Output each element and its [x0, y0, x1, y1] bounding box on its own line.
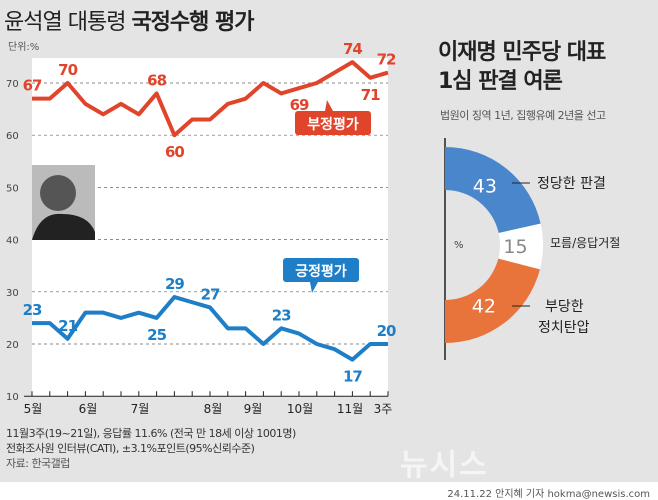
data-label: 74	[343, 40, 362, 58]
note-line: 11월3주(19~21일), 응답률 11.6% (전국 만 18세 이상 10…	[6, 426, 296, 441]
data-label: 23	[272, 306, 291, 324]
data-label: 21	[58, 317, 77, 335]
x-tick-label: 3주	[374, 402, 393, 416]
y-tick-label: 50	[6, 183, 19, 194]
data-label: 60	[165, 143, 184, 161]
y-tick-label: 70	[6, 79, 19, 90]
data-label: 71	[361, 86, 380, 104]
survey-notes: 11월3주(19~21일), 응답률 11.6% (전국 만 18세 이상 10…	[6, 426, 296, 471]
data-label: 17	[343, 368, 362, 386]
y-tick-label: 30	[6, 288, 19, 299]
x-tick-label: 5월	[24, 402, 43, 416]
y-tick-label: 20	[6, 340, 19, 351]
credit: 24.11.22 안지혜 기자 hokma@newsis.com	[447, 485, 650, 500]
donut-unit: %	[454, 240, 464, 251]
x-tick-label: 9월	[244, 402, 263, 416]
negative-callout-label: 부정평가	[307, 116, 359, 133]
x-tick-label: 10월	[287, 402, 313, 416]
x-tick-label: 6월	[79, 402, 98, 416]
x-tick-label: 7월	[131, 402, 150, 416]
data-label: 70	[58, 61, 77, 79]
data-label: 23	[23, 301, 42, 319]
president-photo-head	[40, 175, 76, 211]
y-tick-label: 10	[6, 392, 19, 403]
slice-value: 43	[473, 175, 497, 197]
source: 자료: 한국갤럽	[6, 456, 296, 471]
y-tick-label: 40	[6, 236, 19, 247]
slice-value: 15	[503, 236, 527, 258]
slice-label: 모름/응답거절	[550, 236, 620, 250]
positive-callout-label: 긍정평가	[295, 263, 347, 280]
data-label: 25	[147, 326, 166, 344]
data-label: 72	[377, 51, 396, 69]
slice-label: 정당한 판결	[537, 176, 606, 192]
slice-label: 정치탄압	[538, 320, 590, 336]
data-label: 68	[147, 71, 166, 89]
newsis-logo: 뉴시스	[400, 440, 489, 484]
slice-label: 부당한	[545, 299, 584, 315]
data-label: 27	[201, 285, 220, 303]
x-tick-label: 11월	[337, 402, 363, 416]
data-label: 20	[377, 322, 396, 340]
slice-value: 42	[472, 295, 496, 317]
x-tick-label: 8월	[204, 402, 223, 416]
y-tick-label: 60	[6, 131, 19, 142]
note-line: 전화조사원 인터뷰(CATI), ±3.1%포인트(95%신뢰수준)	[6, 441, 296, 456]
donut-subtitle: 법원이 징역 1년, 집행유예 2년을 선고	[440, 107, 606, 123]
data-label: 67	[23, 77, 42, 95]
data-label: 29	[165, 275, 184, 293]
